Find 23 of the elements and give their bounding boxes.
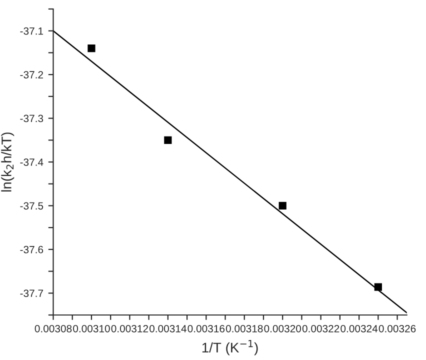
x-tick-label: 0.00312	[111, 324, 148, 332]
y-tick-label: -37.5	[20, 202, 44, 210]
y-tick-label: -37.2	[20, 71, 44, 78]
y-tick-label: -37.4	[20, 158, 44, 166]
x-tick-label: 0.00314	[150, 324, 186, 332]
point	[278, 202, 286, 210]
x-tick-label: 0.00320	[264, 324, 302, 332]
y-tick-label: -37.3	[20, 114, 44, 122]
y-tick-label: -37.7	[20, 290, 44, 298]
point	[374, 283, 382, 291]
point	[88, 44, 96, 52]
y-axis-title: ln(k$_{2}$h/kT)	[1, 132, 14, 192]
y-tick-label: -37.1	[20, 27, 44, 35]
x-tick-label: 0.00308	[34, 324, 72, 332]
x-tick-label: 0.00310	[73, 324, 110, 332]
x-axis-title: 1/T (K$^{−1}$)	[202, 340, 258, 356]
x-tick-label: 0.00318	[226, 324, 263, 332]
x-tick-label: 0.00324	[340, 324, 378, 332]
x-tick-label: 0.00326	[378, 324, 416, 332]
y-tick-label: -37.6	[20, 246, 44, 254]
point	[164, 136, 172, 144]
x-tick-label: 0.00322	[302, 324, 340, 332]
x-tick-label: 0.00316	[188, 324, 225, 332]
